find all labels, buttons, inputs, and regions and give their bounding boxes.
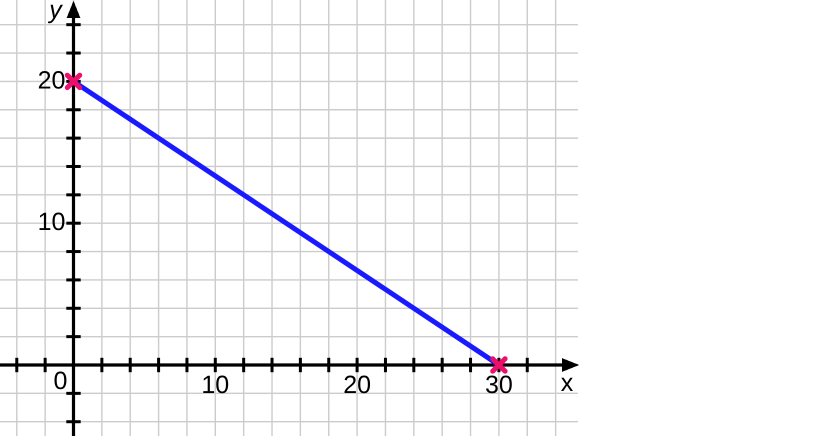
- svg-text:20: 20: [343, 371, 371, 399]
- svg-text:20: 20: [38, 66, 66, 94]
- svg-text:10: 10: [38, 208, 66, 236]
- svg-text:0: 0: [54, 367, 68, 395]
- svg-text:y: y: [47, 0, 63, 24]
- svg-text:30: 30: [485, 371, 513, 399]
- svg-text:x: x: [561, 369, 574, 397]
- svg-text:10: 10: [201, 371, 229, 399]
